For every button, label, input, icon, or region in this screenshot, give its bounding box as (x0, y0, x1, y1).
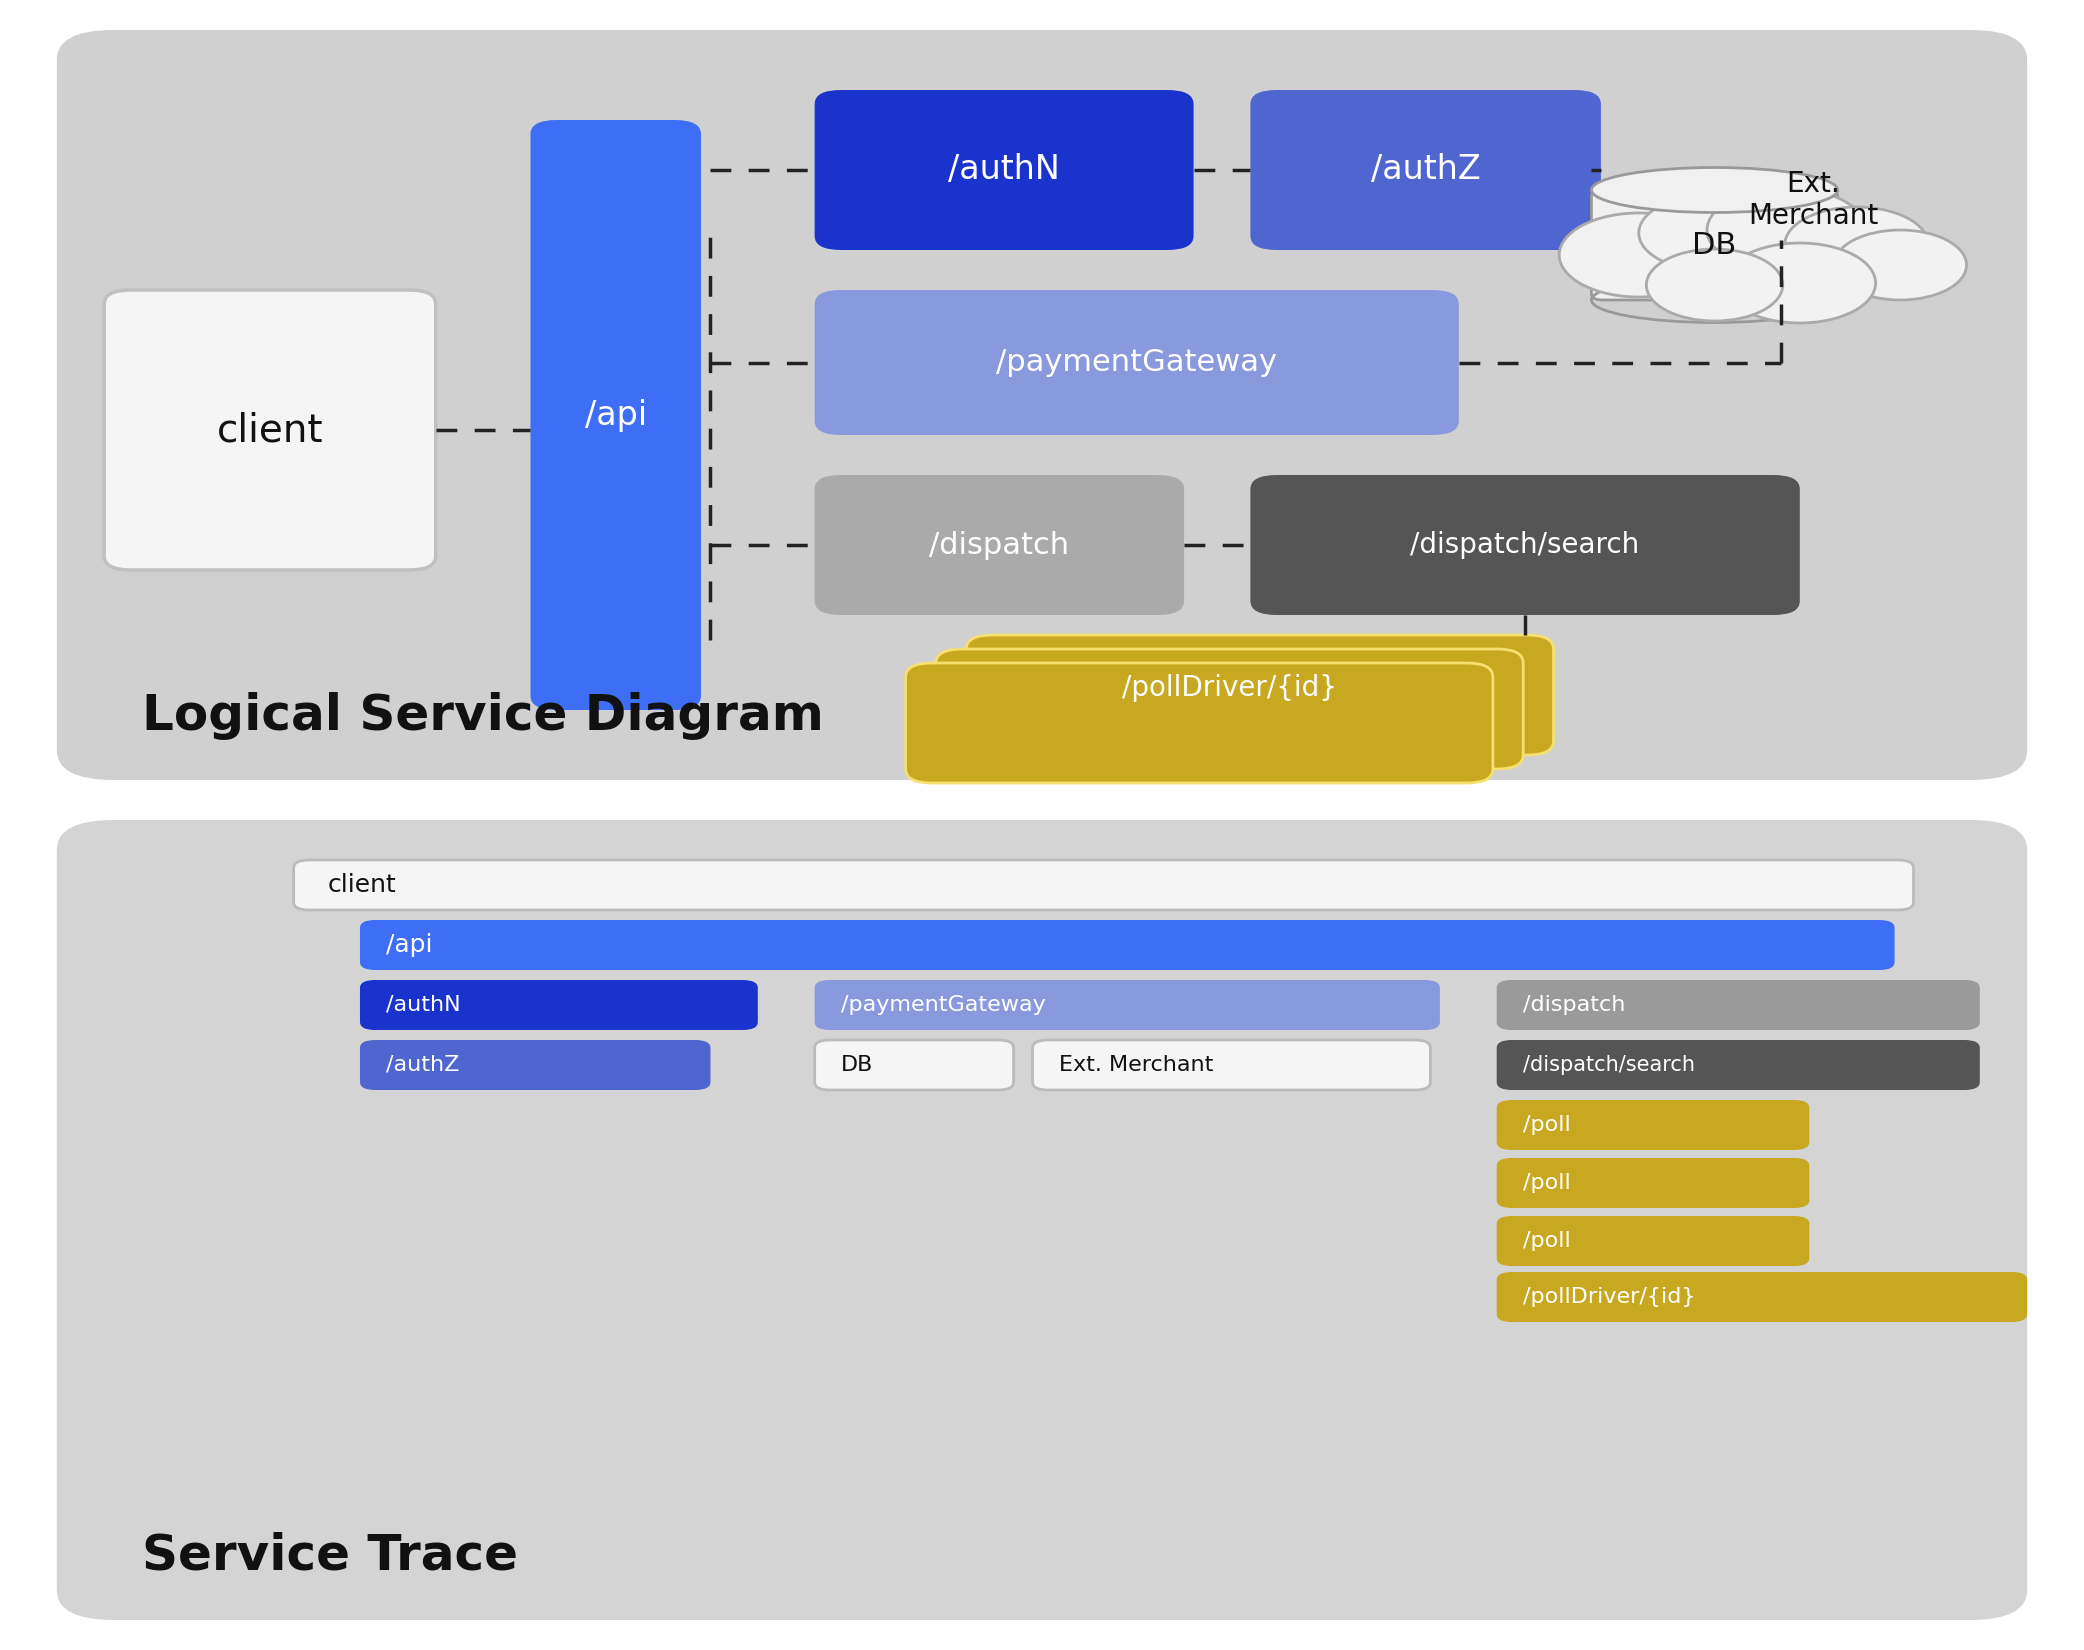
Text: client: client (327, 873, 396, 898)
FancyBboxPatch shape (815, 1040, 1013, 1091)
Text: DB: DB (1692, 231, 1736, 259)
Circle shape (1638, 195, 1782, 271)
Text: /api: /api (586, 399, 646, 432)
Text: /paymentGateway: /paymentGateway (996, 348, 1277, 376)
Text: /dispatch/search: /dispatch/search (1411, 531, 1640, 559)
Text: /pollDriver/{id}: /pollDriver/{id} (1523, 1287, 1696, 1307)
Circle shape (1723, 243, 1876, 323)
FancyBboxPatch shape (1496, 980, 1980, 1030)
Circle shape (1646, 249, 1782, 322)
Text: /api: /api (386, 932, 433, 957)
FancyBboxPatch shape (936, 648, 1523, 769)
Text: DB: DB (842, 1054, 873, 1076)
Text: client: client (217, 411, 323, 449)
Circle shape (1707, 188, 1865, 272)
Text: Ext.
Merchant: Ext. Merchant (1748, 170, 1878, 231)
Text: /poll: /poll (1523, 1115, 1571, 1135)
FancyBboxPatch shape (815, 290, 1459, 436)
Text: /pollDriver/{id}: /pollDriver/{id} (1121, 673, 1338, 701)
Text: Logical Service Diagram: Logical Service Diagram (142, 691, 823, 739)
Text: /poll: /poll (1523, 1173, 1571, 1193)
FancyBboxPatch shape (1496, 1272, 2028, 1322)
Text: /authZ: /authZ (1371, 153, 1480, 186)
FancyBboxPatch shape (104, 290, 436, 569)
FancyBboxPatch shape (967, 635, 1553, 756)
Text: /dispatch/search: /dispatch/search (1523, 1054, 1694, 1076)
Circle shape (1834, 229, 1967, 300)
Text: /dispatch: /dispatch (1523, 995, 1626, 1015)
FancyBboxPatch shape (815, 980, 1440, 1030)
FancyBboxPatch shape (56, 30, 2028, 780)
FancyBboxPatch shape (1496, 1040, 1980, 1091)
FancyBboxPatch shape (1496, 1158, 1809, 1208)
FancyBboxPatch shape (294, 860, 1913, 911)
Text: Ext. Merchant: Ext. Merchant (1059, 1054, 1213, 1076)
FancyBboxPatch shape (56, 820, 2028, 1620)
FancyBboxPatch shape (1032, 1040, 1430, 1091)
Text: /authN: /authN (386, 995, 461, 1015)
FancyBboxPatch shape (1250, 475, 1801, 615)
FancyBboxPatch shape (1496, 1216, 1809, 1266)
FancyBboxPatch shape (815, 475, 1184, 615)
Ellipse shape (1592, 168, 1838, 213)
Text: /dispatch: /dispatch (929, 531, 1069, 559)
Circle shape (1784, 206, 1928, 284)
FancyBboxPatch shape (361, 1040, 711, 1091)
FancyBboxPatch shape (907, 663, 1492, 784)
FancyBboxPatch shape (1250, 91, 1601, 251)
FancyBboxPatch shape (531, 120, 700, 710)
FancyBboxPatch shape (361, 921, 1894, 970)
Text: /authZ: /authZ (386, 1054, 461, 1076)
Circle shape (1559, 213, 1719, 297)
FancyBboxPatch shape (361, 980, 759, 1030)
FancyBboxPatch shape (815, 91, 1194, 251)
FancyBboxPatch shape (1592, 190, 1838, 300)
Text: /poll: /poll (1523, 1231, 1571, 1251)
Text: Service Trace: Service Trace (142, 1531, 519, 1581)
Text: /paymentGateway: /paymentGateway (842, 995, 1046, 1015)
Text: /authN: /authN (948, 153, 1061, 186)
FancyBboxPatch shape (1496, 1101, 1809, 1150)
